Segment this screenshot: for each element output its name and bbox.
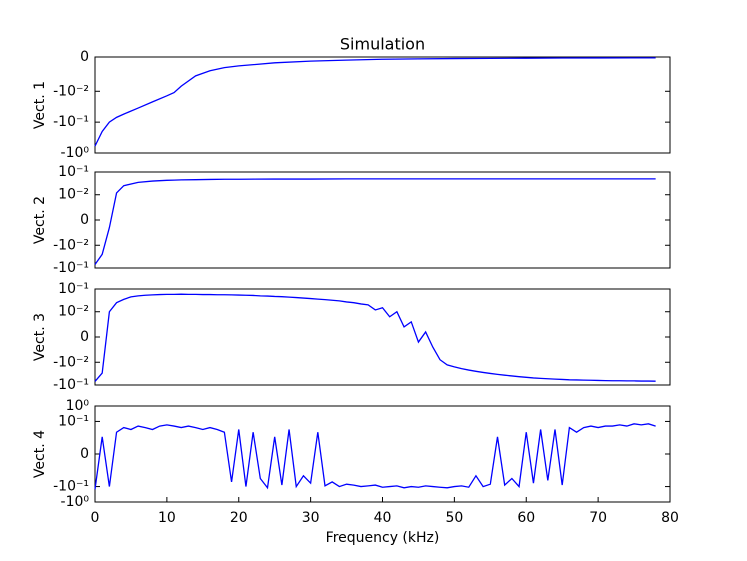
axes-frame [94, 171, 671, 269]
x-tick-label: 60 [517, 510, 535, 526]
data-line [94, 178, 656, 265]
y-tick-label: 10⁻¹ [58, 281, 89, 297]
y-tick-label: 10⁻² [58, 187, 89, 203]
y-tick-label: -10⁰ [61, 494, 90, 510]
y-tick-label: 10⁻² [58, 304, 89, 320]
data-line [94, 293, 656, 382]
x-tick-label: 70 [589, 510, 607, 526]
x-axis-label: Frequency (kHz) [326, 530, 440, 546]
x-tick-label: 20 [230, 510, 248, 526]
y-tick-label: 10⁻¹ [58, 413, 89, 429]
y-tick-label: -10⁻¹ [53, 479, 89, 495]
axes-frame [94, 56, 671, 154]
y-tick-label: 0 [80, 49, 89, 65]
y-tick-label: 10⁻¹ [58, 164, 89, 180]
data-line [94, 57, 656, 147]
chart-title: Simulation [340, 35, 425, 54]
y-tick-label: -10⁻¹ [53, 114, 89, 130]
x-tick-label: 50 [445, 510, 463, 526]
y-axis-label: Vect. 3 [32, 313, 48, 361]
x-tick-label: 10 [158, 510, 176, 526]
y-tick-label: 0 [80, 446, 89, 462]
y-tick-label: -10⁻¹ [53, 377, 89, 393]
y-axis-label: Vect. 2 [32, 196, 48, 244]
y-tick-label: 0 [80, 212, 89, 228]
y-tick-label: -10⁰ [61, 145, 90, 161]
data-line [94, 423, 656, 490]
y-tick-label: -10⁻² [53, 237, 89, 253]
x-tick-label: 80 [661, 510, 679, 526]
x-tick-label: 40 [374, 510, 392, 526]
y-axis-label: Vect. 1 [32, 81, 48, 129]
x-tick-label: 0 [91, 510, 100, 526]
y-tick-label: -10⁻² [53, 83, 89, 99]
y-tick-label: -10⁻¹ [53, 260, 89, 276]
axes-frame [94, 288, 671, 386]
y-axis-label: Vect. 4 [32, 430, 48, 478]
x-tick-label: 30 [302, 510, 320, 526]
y-tick-label: 10⁰ [66, 398, 90, 414]
y-tick-label: -10⁻² [53, 354, 89, 370]
y-tick-label: 0 [80, 329, 89, 345]
